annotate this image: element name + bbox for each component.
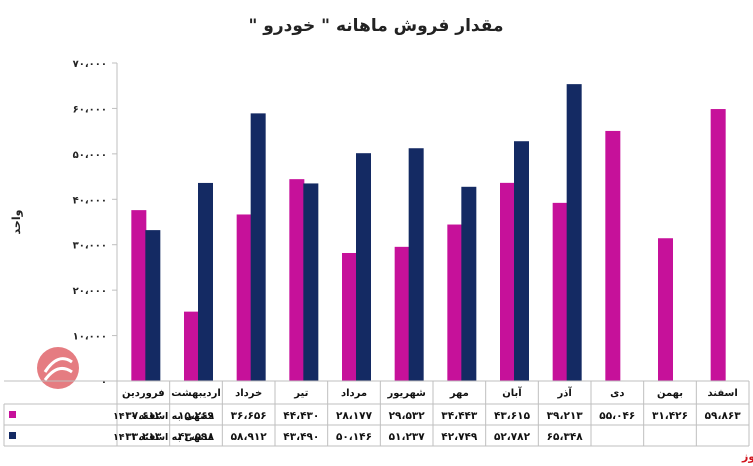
y-axis-label: واحد <box>10 209 23 234</box>
y-tick-label: ۴۰،۰۰۰ <box>73 195 107 206</box>
x-category-label: تیر <box>293 388 308 399</box>
bar-series-1 <box>500 182 515 381</box>
x-category-label: خرداد <box>235 388 262 399</box>
watermark-text: بورس نیوز <box>741 450 753 463</box>
data-label-series-2: ۴۳،۴۹۰ <box>283 431 319 443</box>
data-label-series-1: ۳۷،۶۱۲ <box>125 410 162 422</box>
data-label-series-2: ۴۳،۵۹۸ <box>178 431 215 443</box>
bar-series-1 <box>605 130 621 381</box>
x-category-label: دی <box>610 388 624 399</box>
data-label-series-1: ۲۹،۵۳۲ <box>389 410 426 422</box>
data-label-series-2: ۴۲،۷۴۹ <box>441 431 478 443</box>
bar-series-1 <box>552 202 568 381</box>
legend-label-series-2: منتهی به اسفند ۱۴۰۱ <box>113 432 214 443</box>
axes: ۰ ۱۰،۰۰۰ ۲۰،۰۰۰ ۳۰،۰۰۰ ۴۰،۰۰۰ ۵۰،۰۰۰ ۶۰،۰۰۰ ۷۰،… <box>73 59 118 388</box>
data-label-series-1: ۳۴،۴۴۳ <box>441 410 478 422</box>
bar-series-1 <box>710 109 726 382</box>
bar-series-1 <box>447 224 463 381</box>
y-tick-label: ۵۰،۰۰۰ <box>73 150 107 161</box>
data-label-series-1: ۲۸،۱۷۷ <box>336 410 373 422</box>
data-table: فروردین اردیبهشت خرداد تیر مرداد شهریور مهر آبا… <box>3 380 750 447</box>
bar-series-2 <box>198 182 213 381</box>
watermark-logo <box>37 347 79 389</box>
data-label-series-2: ۵۱،۲۳۷ <box>389 431 426 443</box>
chart-title: مقدار فروش ماهانه " خودرو " <box>249 16 504 36</box>
legend-label-series-1: منتهی به اسفند ۱۴۰۰ <box>113 411 214 422</box>
data-label-series-2: ۵۰،۱۴۶ <box>336 431 372 443</box>
data-label-series-1: ۳۱،۴۲۶ <box>652 410 688 422</box>
x-category-label: مهر <box>449 388 469 399</box>
data-label-series-1: ۴۳،۶۱۵ <box>494 410 531 422</box>
bar-series-2 <box>566 84 582 382</box>
data-label-series-2: ۳۳،۲۱۳ <box>125 431 162 443</box>
y-tick-label: ۳۰،۰۰۰ <box>73 241 107 252</box>
x-category-label: بهمن <box>657 388 683 399</box>
legend-swatch-series-2 <box>9 432 16 439</box>
x-category-label: مرداد <box>341 388 367 399</box>
bar-series-2 <box>408 148 424 381</box>
bar-series-2 <box>145 230 161 381</box>
data-label-series-1: ۳۹،۲۱۳ <box>547 410 584 422</box>
data-label-series-2: ۵۲،۷۸۲ <box>494 431 531 443</box>
bar-series-1 <box>236 214 252 381</box>
data-label-series-1: ۵۵،۰۴۶ <box>599 410 635 422</box>
bar-series-1 <box>658 238 673 381</box>
bar-series-2 <box>303 183 319 381</box>
bar-series-1 <box>289 179 305 381</box>
y-tick-label: ۷۰،۰۰۰ <box>73 59 107 70</box>
x-category-label: فروردین <box>122 388 165 399</box>
x-category-label: آذر <box>557 386 573 399</box>
bar-series-2 <box>461 186 477 381</box>
y-tick-label: ۶۰،۰۰۰ <box>73 104 107 115</box>
y-tick-label: ۱۰،۰۰۰ <box>73 332 107 343</box>
data-label-series-1: ۴۴،۴۳۰ <box>283 410 319 422</box>
x-category-label: آبان <box>502 386 522 399</box>
y-tick-label: ۲۰،۰۰۰ <box>73 286 107 297</box>
watermark-logo-wave <box>43 357 73 373</box>
bar-series-1 <box>131 210 147 381</box>
bar-series-1 <box>184 311 199 381</box>
x-category-label: شهریور <box>386 388 426 399</box>
data-label-series-1: ۱۵،۲۶۹ <box>178 410 215 422</box>
bar-series-2 <box>250 113 266 381</box>
watermark-logo-wave <box>43 366 73 381</box>
bar-series-2 <box>514 141 529 381</box>
y-tick-label: ۰ <box>101 377 107 388</box>
bar-series-2 <box>356 153 371 381</box>
data-label-series-1: ۵۹،۸۶۳ <box>705 410 742 422</box>
x-category-label: اسفند <box>708 388 738 399</box>
bar-series-1 <box>394 246 410 381</box>
x-category-label: اردیبهشت <box>171 388 221 399</box>
bars <box>131 84 726 382</box>
bar-series-1 <box>342 252 357 381</box>
data-label-series-2: ۵۸،۹۱۲ <box>231 431 268 443</box>
data-label-series-2: ۶۵،۳۴۸ <box>547 431 584 443</box>
data-label-series-1: ۳۶،۶۵۶ <box>231 410 267 422</box>
legend-swatch-series-1 <box>9 411 16 418</box>
